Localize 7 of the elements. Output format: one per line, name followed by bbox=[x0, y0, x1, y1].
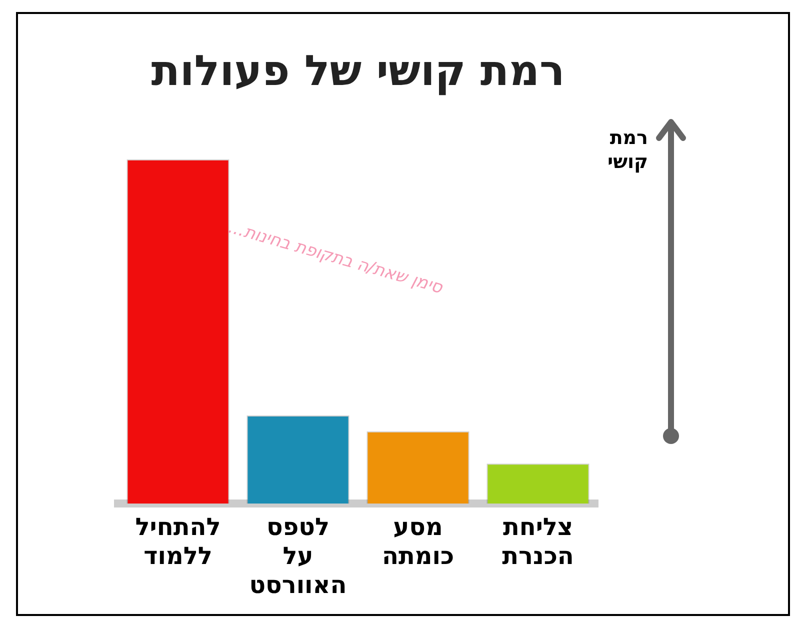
x-tick-label: מסע כומתה bbox=[382, 513, 454, 570]
chart-title: רמת קושי של פעולות bbox=[151, 46, 565, 96]
x-tick-label: צליחת הכנרת bbox=[502, 513, 574, 570]
y-axis-title: רמת קושי bbox=[607, 127, 648, 173]
x-tick-label: להתחיל ללמוד bbox=[135, 513, 221, 570]
x-tick-label: לטפס על האוורסט bbox=[249, 513, 347, 599]
annotation: סימן שאת/ה בתקופת בחינות... bbox=[226, 218, 446, 298]
